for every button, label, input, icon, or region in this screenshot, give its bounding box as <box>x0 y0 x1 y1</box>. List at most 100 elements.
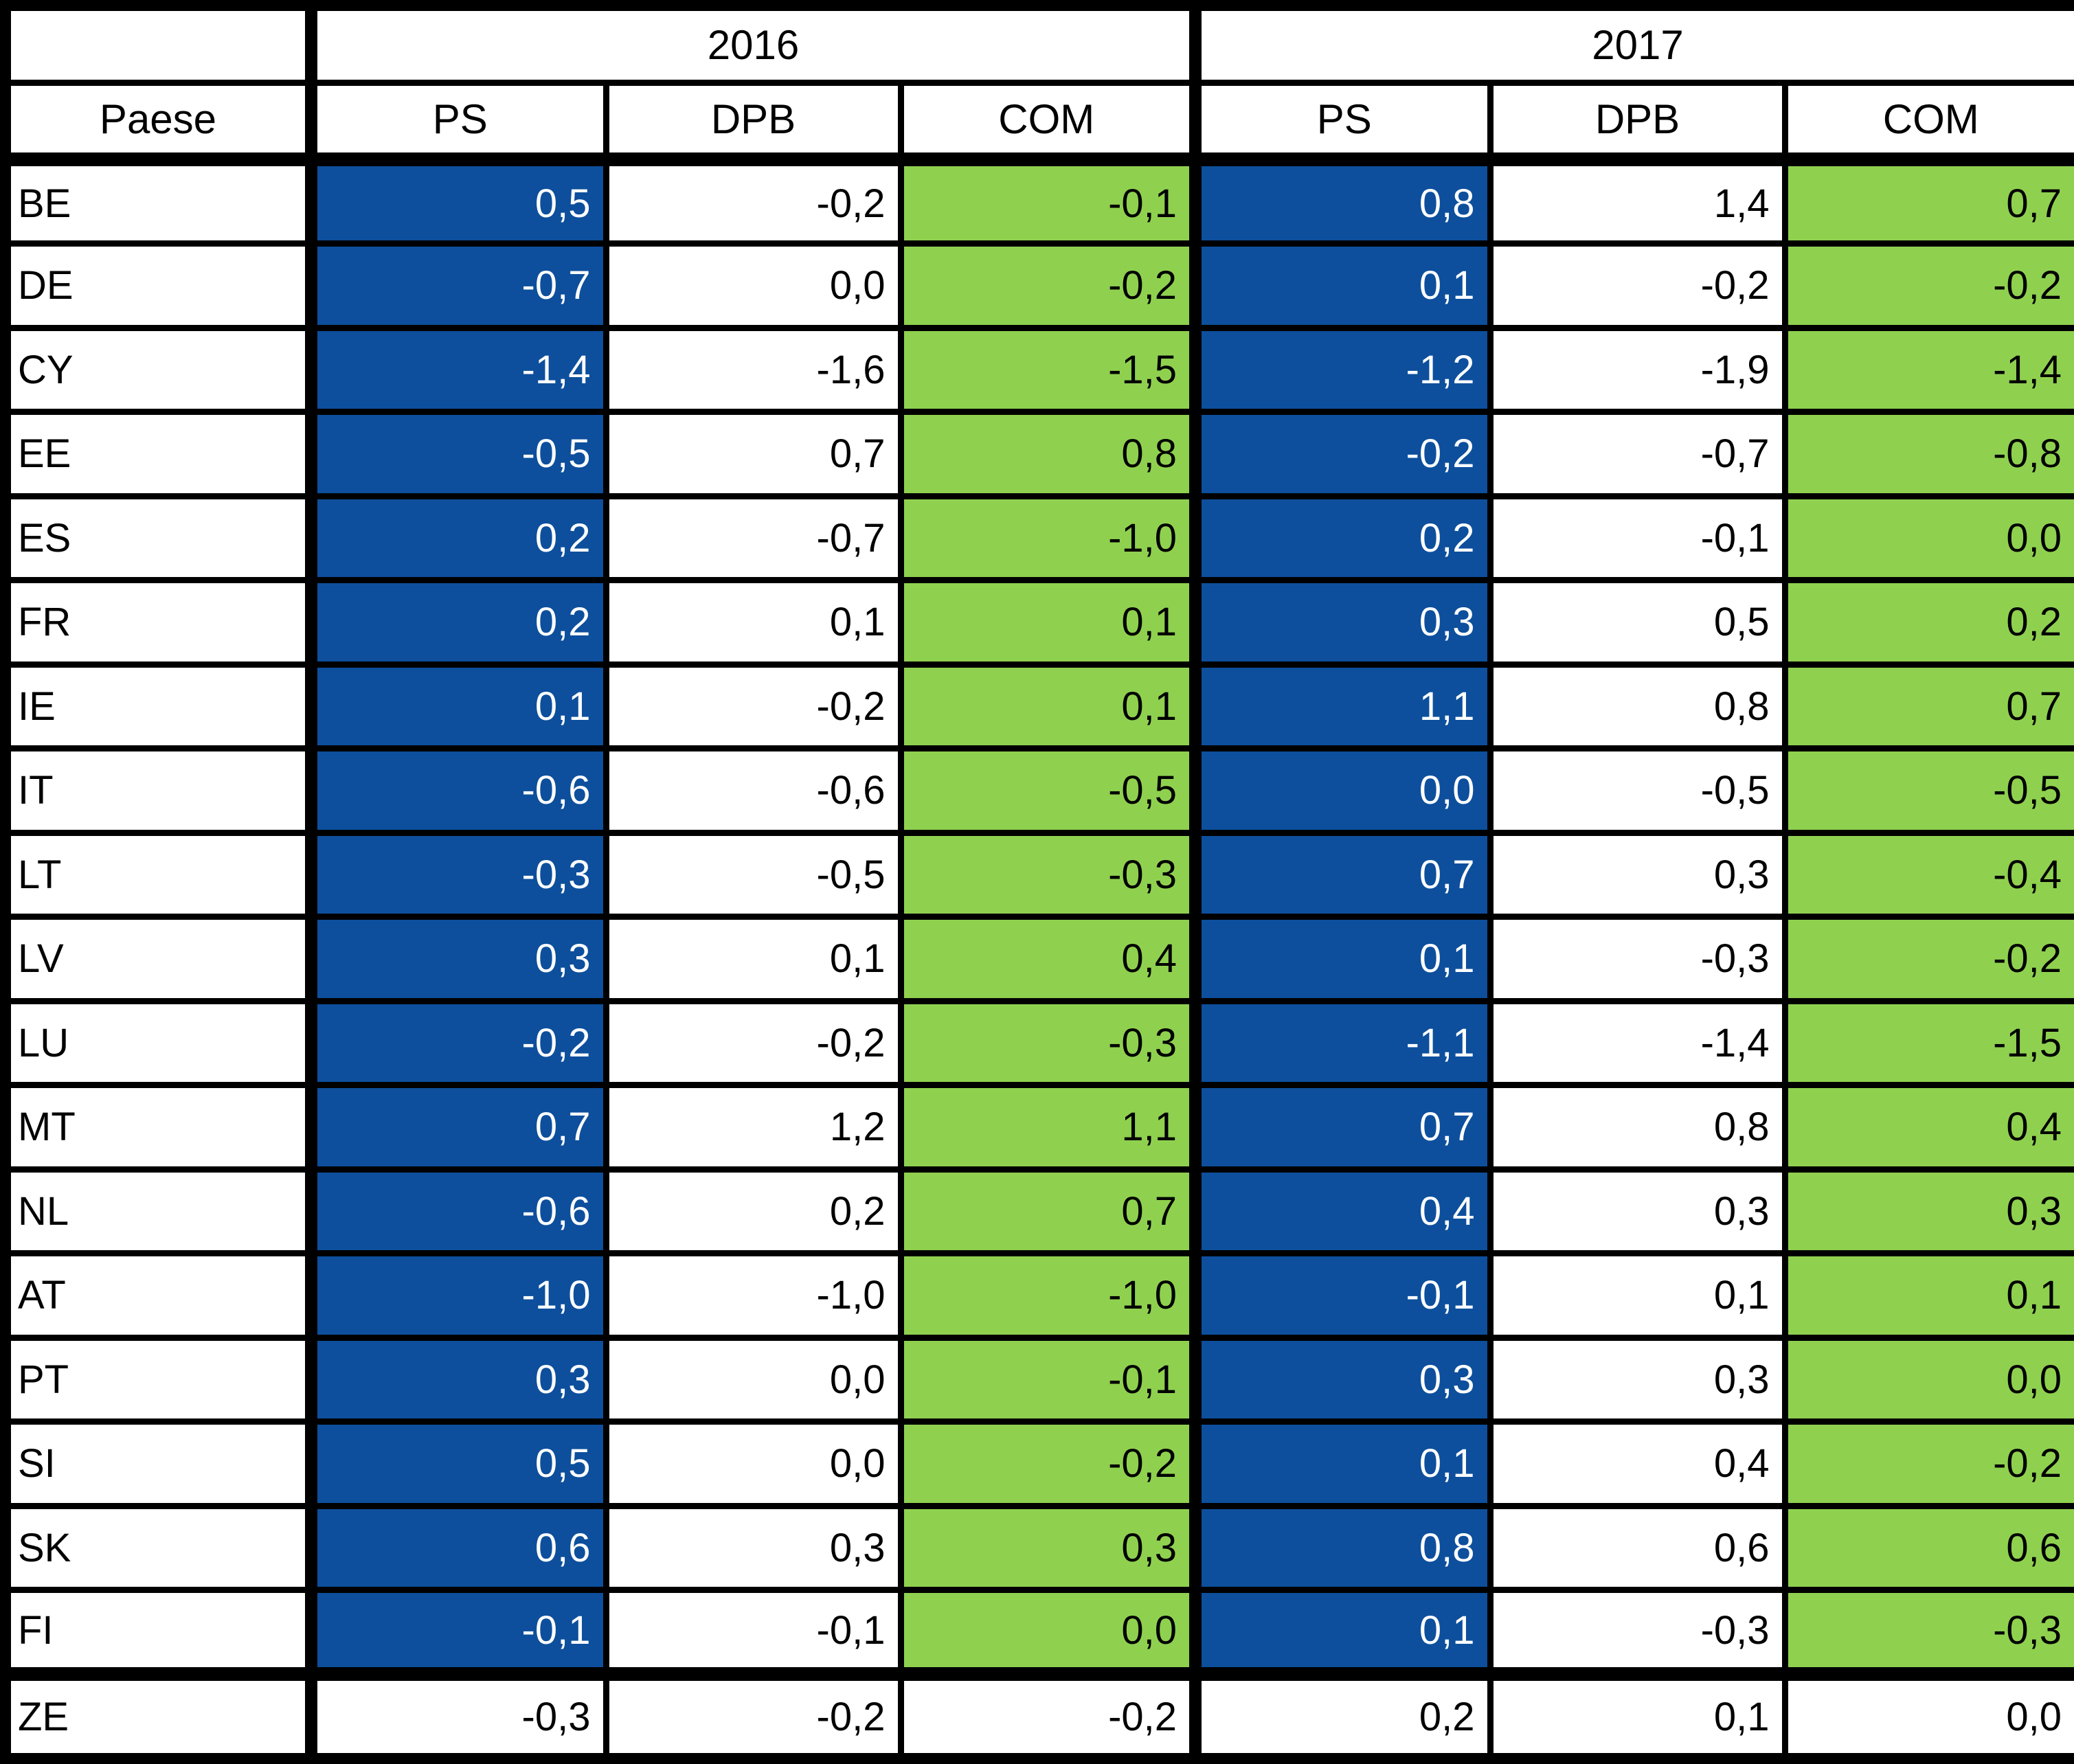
value-cell-ps-2017: 0,8 <box>1189 156 1493 247</box>
value-cell-dpb-2016: -0,6 <box>602 745 904 836</box>
country-code-cell: MT <box>2 1082 315 1173</box>
value-cell-com-2016: 0,1 <box>897 661 1199 752</box>
value-cell-ps-2017: 0,2 <box>1189 493 1493 584</box>
value-cell-ps-2017: 0,2 <box>1189 1667 1493 1762</box>
value-cell-dpb-2017: -0,1 <box>1487 493 1788 584</box>
table-row: ES 0,2 -0,7 -1,0 0,2 -0,1 0,0 <box>2 493 2074 584</box>
value-cell-ps-2016: -0,5 <box>305 409 609 499</box>
value-cell-ps-2017: 0,1 <box>1189 240 1493 331</box>
total-row: ZE -0,3 -0,2 -0,2 0,2 0,1 0,0 <box>2 1667 2074 1762</box>
ps-2017-header: PS <box>1189 79 1493 166</box>
value-cell-ps-2017: 1,1 <box>1189 661 1493 752</box>
country-code-cell: DE <box>2 240 315 331</box>
value-cell-dpb-2017: 0,3 <box>1487 1334 1788 1425</box>
ps-2016-header: PS <box>305 79 609 166</box>
value-cell-ps-2016: 0,5 <box>305 156 609 247</box>
value-cell-com-2016: -0,5 <box>897 745 1199 836</box>
value-cell-com-2017: -0,8 <box>1781 409 2074 499</box>
value-cell-ps-2016: -0,6 <box>305 745 609 836</box>
value-cell-ps-2017: 0,3 <box>1189 1334 1493 1425</box>
value-cell-dpb-2016: -1,6 <box>602 324 904 416</box>
value-cell-ps-2016: 0,2 <box>305 577 609 668</box>
value-cell-dpb-2016: -0,2 <box>602 661 904 752</box>
value-cell-ps-2017: 0,1 <box>1189 914 1493 1004</box>
value-cell-dpb-2017: 0,5 <box>1487 577 1788 668</box>
value-cell-ps-2017: -0,1 <box>1189 1250 1493 1341</box>
country-code-cell: EE <box>2 409 315 499</box>
value-cell-dpb-2016: -0,2 <box>602 156 904 247</box>
country-code-cell: BE <box>2 156 315 247</box>
value-cell-dpb-2016: 0,0 <box>602 1334 904 1425</box>
value-cell-dpb-2017: 0,8 <box>1487 661 1788 752</box>
value-cell-com-2016: 0,1 <box>897 577 1199 668</box>
value-cell-com-2016: 0,7 <box>897 1166 1199 1257</box>
table-row: DE -0,7 0,0 -0,2 0,1 -0,2 -0,2 <box>2 240 2074 331</box>
dpb-2017-header: DPB <box>1487 79 1788 166</box>
country-code-cell: PT <box>2 1334 315 1425</box>
table-row: LT -0,3 -0,5 -0,3 0,7 0,3 -0,4 <box>2 829 2074 920</box>
value-cell-com-2016: -0,3 <box>897 829 1199 920</box>
value-cell-com-2016: -0,2 <box>897 1667 1199 1762</box>
country-code-cell: CY <box>2 324 315 416</box>
table-row: NL -0,6 0,2 0,7 0,4 0,3 0,3 <box>2 1166 2074 1257</box>
value-cell-dpb-2017: -0,2 <box>1487 240 1788 331</box>
country-code-cell: FR <box>2 577 315 668</box>
value-cell-dpb-2017: 0,6 <box>1487 1502 1788 1594</box>
value-cell-dpb-2017: 0,1 <box>1487 1667 1788 1762</box>
value-cell-dpb-2017: -0,3 <box>1487 1587 1788 1677</box>
value-cell-com-2017: 0,0 <box>1781 1334 2074 1425</box>
value-cell-dpb-2017: 0,8 <box>1487 1082 1788 1173</box>
country-code-cell: IE <box>2 661 315 752</box>
value-cell-com-2017: 0,0 <box>1781 493 2074 584</box>
value-cell-com-2017: -1,5 <box>1781 997 2074 1089</box>
value-cell-ps-2016: -0,3 <box>305 1667 609 1762</box>
country-code-cell: NL <box>2 1166 315 1257</box>
value-cell-dpb-2016: 0,2 <box>602 1166 904 1257</box>
value-cell-ps-2016: -1,4 <box>305 324 609 416</box>
value-cell-com-2017: -0,2 <box>1781 1418 2074 1509</box>
value-cell-ps-2016: 0,7 <box>305 1082 609 1173</box>
value-cell-com-2016: -0,1 <box>897 156 1199 247</box>
value-cell-ps-2016: 0,3 <box>305 1334 609 1425</box>
value-cell-com-2017: 0,2 <box>1781 577 2074 668</box>
table-row: LV 0,3 0,1 0,4 0,1 -0,3 -0,2 <box>2 914 2074 1004</box>
value-cell-com-2016: -0,3 <box>897 997 1199 1089</box>
country-code-cell: AT <box>2 1250 315 1341</box>
value-cell-com-2017: 0,7 <box>1781 661 2074 752</box>
value-cell-com-2016: 0,0 <box>897 1587 1199 1677</box>
table-row: SK 0,6 0,3 0,3 0,8 0,6 0,6 <box>2 1502 2074 1594</box>
country-code-cell: LU <box>2 997 315 1089</box>
value-cell-com-2017: 0,1 <box>1781 1250 2074 1341</box>
country-code-cell: LT <box>2 829 315 920</box>
country-code-cell: FI <box>2 1587 315 1677</box>
value-cell-dpb-2016: -0,5 <box>602 829 904 920</box>
value-cell-ps-2016: -1,0 <box>305 1250 609 1341</box>
value-cell-com-2016: -0,1 <box>897 1334 1199 1425</box>
value-cell-dpb-2016: 0,1 <box>602 914 904 1004</box>
table-header: 2016 2017 Paese PS DPB COM PS DPB COM <box>2 2 2074 166</box>
value-cell-ps-2017: 0,8 <box>1189 1502 1493 1594</box>
value-cell-dpb-2016: 0,3 <box>602 1502 904 1594</box>
value-cell-ps-2016: 0,2 <box>305 493 609 584</box>
value-cell-ps-2017: 0,4 <box>1189 1166 1493 1257</box>
value-cell-ps-2016: 0,5 <box>305 1418 609 1509</box>
value-cell-dpb-2016: -0,7 <box>602 493 904 584</box>
value-cell-com-2016: 0,8 <box>897 409 1199 499</box>
corner-cell <box>2 2 315 86</box>
value-cell-com-2016: 0,4 <box>897 914 1199 1004</box>
value-cell-com-2016: -1,0 <box>897 1250 1199 1341</box>
year-header-2016: 2016 <box>304 2 1199 86</box>
value-cell-dpb-2016: 0,1 <box>602 577 904 668</box>
value-cell-com-2017: 0,6 <box>1781 1502 2074 1594</box>
value-cell-dpb-2017: -0,3 <box>1487 914 1788 1004</box>
value-cell-ps-2017: -1,2 <box>1189 324 1493 416</box>
value-cell-ps-2017: -0,2 <box>1189 409 1493 499</box>
year-header-2017: 2017 <box>1189 2 2074 86</box>
value-cell-com-2017: -0,4 <box>1781 829 2074 920</box>
country-code-cell: ES <box>2 493 315 584</box>
table-row: SI 0,5 0,0 -0,2 0,1 0,4 -0,2 <box>2 1418 2074 1509</box>
value-cell-dpb-2016: -1,0 <box>602 1250 904 1341</box>
table-body: BE 0,5 -0,2 -0,1 0,8 1,4 0,7 DE -0,7 0,0 -0,2 0,1 -0… <box>2 156 2074 1762</box>
value-cell-ps-2017: 0,1 <box>1189 1418 1493 1509</box>
